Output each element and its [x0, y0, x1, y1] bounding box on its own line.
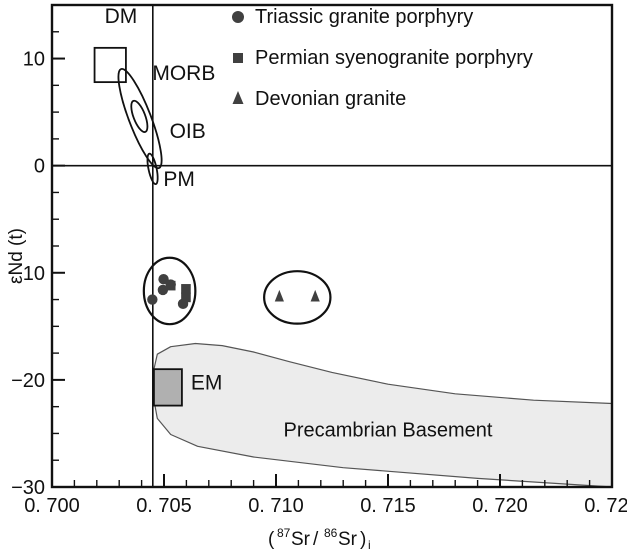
field-ellipse-PM — [146, 152, 159, 185]
legend-label: Triassic granite porphyry — [255, 6, 473, 28]
data-point-triangle — [310, 289, 320, 302]
x-axis-label-sup-86: 86 — [324, 526, 338, 540]
x-tick-label: 0. 705 — [136, 495, 192, 517]
x-axis-label-sr1: Sr — [291, 529, 311, 550]
x-tick-label: 0. 710 — [248, 495, 304, 517]
reference-lines — [52, 5, 612, 487]
field-box-DM — [93, 46, 127, 84]
field-box-EM — [153, 368, 183, 407]
legend-marker-triangle — [232, 91, 244, 104]
data-point-triangle — [274, 289, 284, 302]
data-point-square — [181, 292, 191, 303]
field-labels: DM MORB OIB PM EM Precambrian Basement — [105, 5, 493, 441]
x-tick-labels: 0. 700 0. 705 0. 710 0. 715 0. 720 0. 725 — [24, 495, 627, 517]
x-axis-label-sr2: Sr — [338, 529, 358, 550]
x-axis-label-slash: / — [313, 529, 319, 550]
x-axis-label-text: ( — [268, 529, 275, 550]
axes-frame — [50, 3, 614, 489]
data-points — [147, 274, 320, 310]
legend: Triassic granite porphyry Permian syenogr… — [232, 6, 533, 110]
field-label-OIB: OIB — [170, 120, 206, 143]
x-tick-label: 0. 720 — [472, 495, 528, 517]
legend-marker-square — [233, 53, 243, 63]
mantle-reservoir-fields — [93, 46, 183, 407]
y-tick-label: −20 — [11, 370, 45, 392]
field-ellipse-OIB — [130, 99, 149, 133]
legend-label: Permian syenogranite porphyry — [255, 47, 533, 69]
sample-group-outlines — [142, 256, 332, 326]
data-point-square — [181, 284, 191, 294]
field-label-EM: EM — [191, 372, 223, 395]
x-tick-label: 0. 725 — [584, 495, 627, 517]
x-axis-label-sup-87: 87 — [277, 526, 291, 540]
y-tick-label: −30 — [11, 477, 45, 499]
y-tick-labels: 10 0 −10 −20 −30 — [11, 49, 45, 499]
x-axis-label-sub-i: i — [368, 538, 371, 552]
y-tick-label: 10 — [23, 49, 45, 71]
mesozoic-sample-outline — [142, 256, 197, 326]
x-tick-label: 0. 715 — [360, 495, 416, 517]
field-label-PM: PM — [163, 168, 195, 191]
field-label-DM: DM — [105, 5, 138, 28]
field-label-MORB: MORB — [152, 62, 215, 85]
y-tick-label: −10 — [11, 263, 45, 285]
data-point-circle — [147, 294, 158, 305]
y-axis-label: εNd (t) — [6, 228, 27, 284]
data-point-circle — [157, 284, 169, 296]
y-tick-label: 0 — [34, 156, 45, 178]
devonian-sample-outline — [263, 270, 332, 325]
x-axis-label-paren: ) — [360, 529, 366, 550]
field-label-Precambrian Basement: Precambrian Basement — [284, 420, 493, 442]
legend-marker-circle — [232, 11, 244, 23]
x-tick-label: 0. 700 — [24, 495, 80, 517]
data-point-square — [165, 280, 176, 291]
field-ellipse-MORB — [117, 67, 163, 170]
x-axis-label: ( 87 Sr / 86 Sr ) i — [268, 526, 371, 552]
legend-label: Devonian granite — [255, 88, 406, 110]
